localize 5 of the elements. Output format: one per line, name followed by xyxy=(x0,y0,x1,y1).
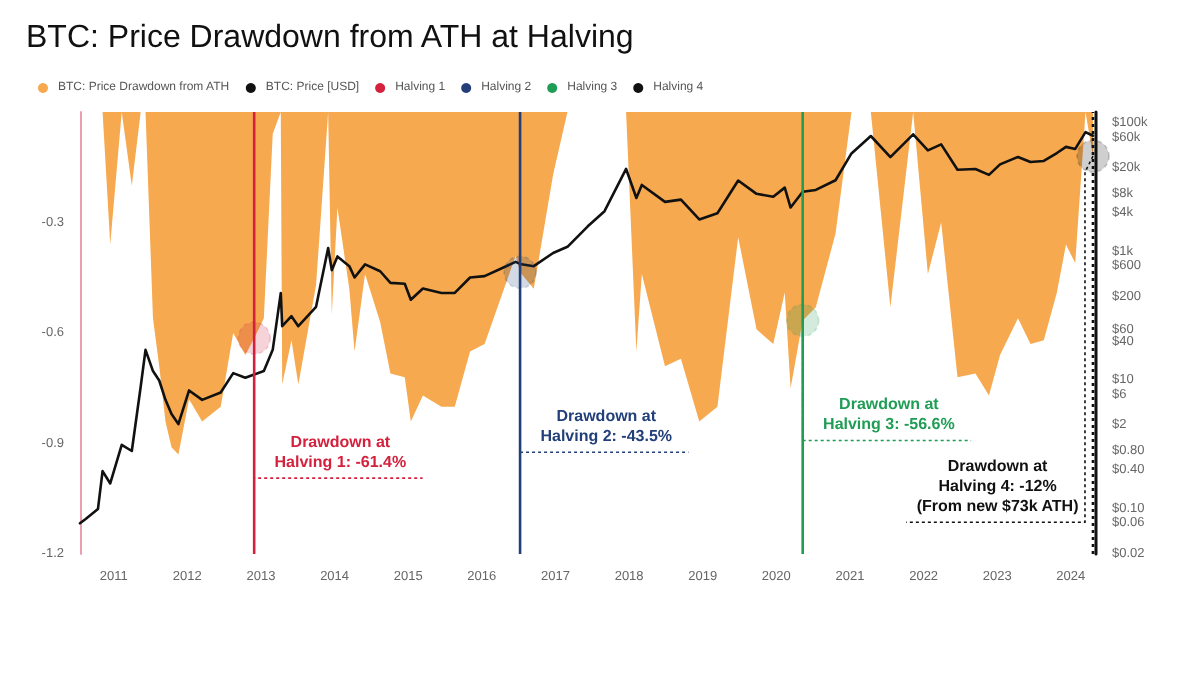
annotation: Drawdown at Halving 3: -56.6% xyxy=(823,395,955,434)
annotation: Drawdown at Halving 4: -12% (From new $73k ATH) xyxy=(916,457,1080,516)
annotation: Drawdown at Halving 2: -43.5% xyxy=(540,407,673,446)
annotation: Drawdown at Halving 1: -61.4% xyxy=(274,433,407,472)
chart-title: BTC: Price Drawdown from ATH at Halving xyxy=(26,21,634,55)
